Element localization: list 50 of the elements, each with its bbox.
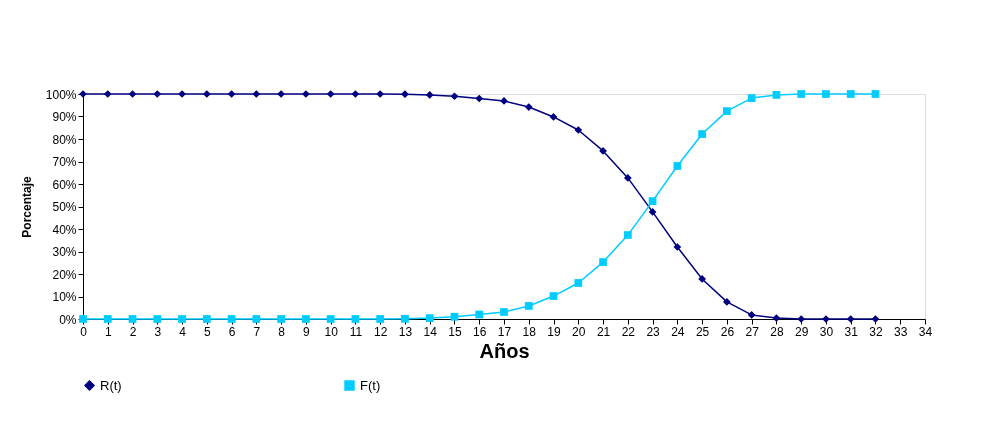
x-tick-label: 9 — [303, 324, 311, 339]
x-tick-label: 30 — [819, 324, 834, 339]
x-tick-label: 25 — [695, 324, 710, 339]
y-tick-label: 20% — [52, 267, 77, 282]
x-tick-label: 17 — [497, 324, 512, 339]
legend-label: F(t) — [360, 377, 381, 393]
x-tick-label: 28 — [770, 324, 784, 339]
x-tick-label: 27 — [745, 324, 760, 339]
x-tick-label: 31 — [844, 324, 859, 339]
x-tick-label: 7 — [253, 324, 261, 339]
x-tick-label: 19 — [547, 324, 562, 339]
legend-label: R(t) — [100, 377, 122, 393]
x-tick-label: 12 — [374, 324, 388, 339]
x-tick-label: 15 — [448, 324, 462, 339]
x-tick-label: 20 — [572, 324, 586, 339]
x-tick-label: 23 — [646, 324, 661, 339]
x-tick-label: 21 — [596, 324, 611, 339]
x-tick-label: 24 — [671, 324, 685, 339]
x-tick-label: 18 — [522, 324, 537, 339]
x-tick-label: 26 — [720, 324, 735, 339]
x-tick-label: 22 — [621, 324, 636, 339]
x-tick-label: 33 — [894, 324, 908, 339]
y-tick-label: 0% — [59, 312, 77, 327]
y-tick-label: 90% — [52, 110, 77, 124]
y-tick-label: 10% — [52, 290, 77, 304]
y-tick-label: 40% — [52, 222, 77, 237]
x-tick-label: 4 — [179, 324, 187, 339]
y-tick-label: 80% — [52, 132, 77, 147]
x-tick-label: 34 — [918, 324, 933, 339]
x-tick-label: 29 — [795, 324, 809, 339]
x-tick-label: 13 — [398, 324, 413, 339]
x-tick-label: 8 — [278, 324, 286, 339]
y-tick-label: 60% — [52, 177, 77, 192]
x-tick-label: 16 — [473, 324, 487, 339]
x-tick-label: 14 — [423, 324, 438, 339]
x-tick-label: 1 — [104, 324, 112, 339]
x-tick-label: 5 — [203, 324, 211, 339]
y-tick-label: 100% — [45, 87, 77, 102]
x-tick-label: 0 — [80, 324, 88, 339]
y-axis-title: Porcentaje — [19, 175, 34, 238]
x-tick-label: 10 — [324, 324, 339, 339]
y-tick-label: 70% — [52, 155, 77, 169]
x-axis-title: Años — [479, 339, 530, 362]
y-tick-label: 30% — [52, 245, 77, 259]
x-tick-label: 11 — [349, 324, 363, 339]
y-tick-label: 50% — [52, 200, 77, 214]
x-tick-label: 3 — [154, 324, 162, 339]
x-tick-label: 32 — [869, 324, 883, 339]
x-tick-label: 2 — [129, 324, 137, 339]
x-tick-label: 6 — [228, 324, 236, 339]
